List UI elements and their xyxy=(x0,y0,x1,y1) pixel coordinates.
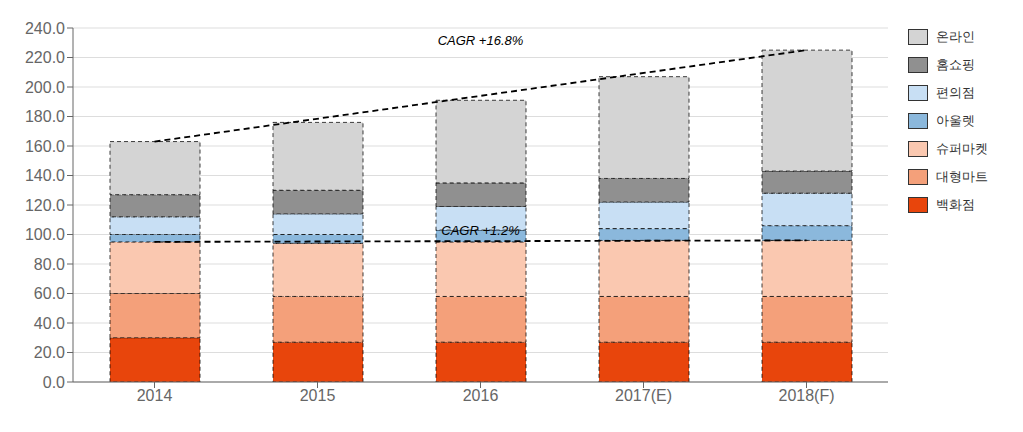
svg-text:2017(E): 2017(E) xyxy=(615,387,672,404)
svg-text:140.0: 140.0 xyxy=(25,167,65,184)
html-text:아울렛: 아울렛 xyxy=(936,113,975,128)
html-text:편의점: 편의점 xyxy=(936,85,975,100)
svg-text:0.0: 0.0 xyxy=(43,374,65,391)
svg-text:120.0: 120.0 xyxy=(25,197,65,214)
svg-text:60.0: 60.0 xyxy=(34,285,65,302)
svg-text:40.0: 40.0 xyxy=(34,315,65,332)
svg-text:2014: 2014 xyxy=(137,387,173,404)
html-text:홈쇼핑: 홈쇼핑 xyxy=(936,57,975,72)
svg-text:100.0: 100.0 xyxy=(25,226,65,243)
svg-text:CAGR +16.8%: CAGR +16.8% xyxy=(438,33,524,48)
html-text:대형마트: 대형마트 xyxy=(936,169,988,184)
svg-text:220.0: 220.0 xyxy=(25,49,65,66)
svg-text:2018(F): 2018(F) xyxy=(778,387,834,404)
html-text:백화점: 백화점 xyxy=(936,197,975,212)
html-text:온라인: 온라인 xyxy=(936,29,975,44)
svg-text:180.0: 180.0 xyxy=(25,108,65,125)
svg-text:240.0: 240.0 xyxy=(25,20,65,37)
svg-text:160.0: 160.0 xyxy=(25,138,65,155)
svg-text:2016: 2016 xyxy=(463,387,499,404)
html-text:슈퍼마켓: 슈퍼마켓 xyxy=(936,141,988,156)
svg-text:200.0: 200.0 xyxy=(25,79,65,96)
svg-text:2015: 2015 xyxy=(300,387,336,404)
svg-text:80.0: 80.0 xyxy=(34,256,65,273)
svg-text:20.0: 20.0 xyxy=(34,344,65,361)
svg-text:CAGR +1.2%: CAGR +1.2% xyxy=(441,223,519,238)
